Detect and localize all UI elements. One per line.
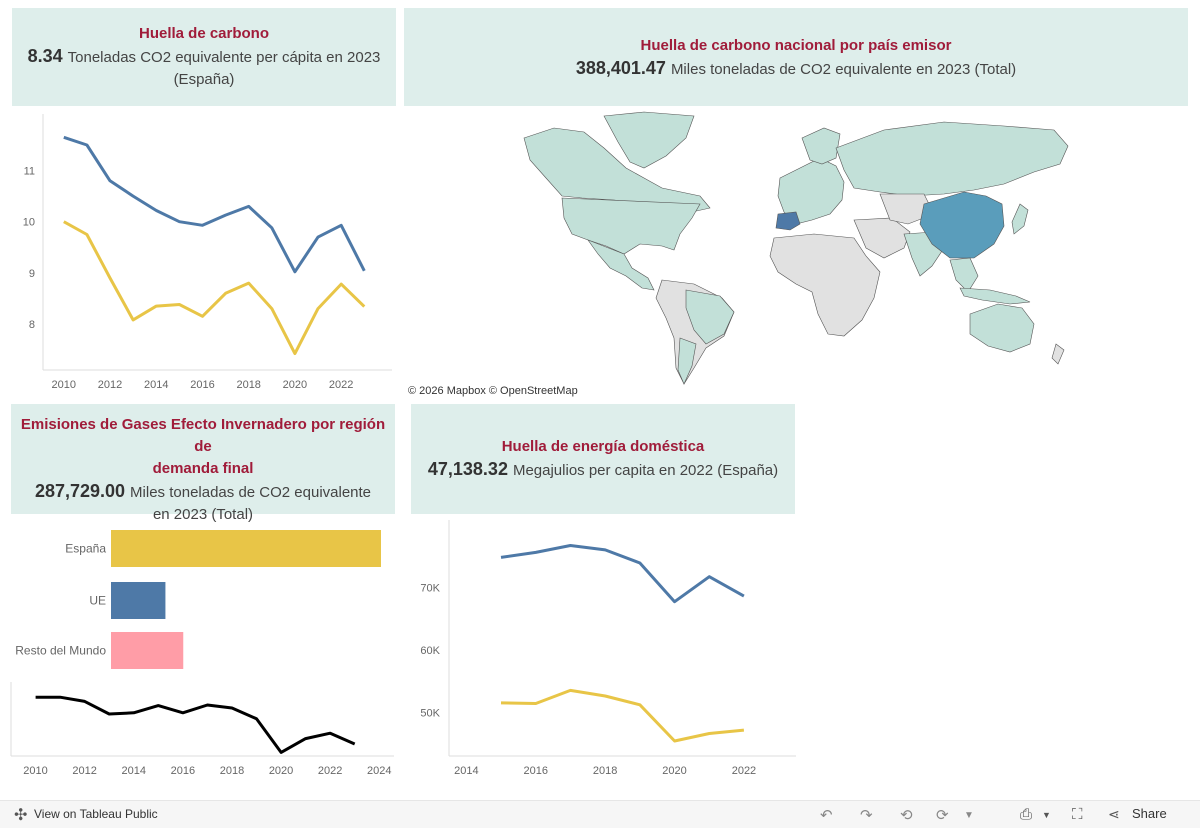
ghg-region-title-2: demanda final — [152, 460, 254, 477]
carbon-capita-value: 8.34 — [27, 46, 63, 66]
x-tick-label: 2020 — [283, 379, 307, 391]
map-japan[interactable] — [1011, 203, 1029, 235]
x-tick-label: 2014 — [454, 765, 478, 777]
map-canada[interactable] — [523, 127, 711, 213]
national-carbon-desc: Miles toneladas de CO2 equivalente en 20… — [670, 61, 1017, 78]
redo-icon[interactable]: ↷ — [860, 807, 873, 824]
fullscreen-icon[interactable]: ⛶ — [1072, 806, 1083, 823]
download-icon[interactable]: ⎙ — [1020, 806, 1033, 823]
carbon-capita-desc: Toneladas CO2 equivalente per cápita en … — [67, 49, 381, 66]
x-tick-label: 2020 — [269, 765, 293, 777]
map-china[interactable] — [919, 191, 1005, 259]
x-tick-label: 2018 — [220, 765, 244, 777]
y-tick-label: 11 — [24, 166, 35, 178]
download-dropdown-icon[interactable]: ▼ — [1042, 810, 1051, 820]
x-tick-label: 2018 — [236, 379, 260, 391]
series-line-0 — [63, 135, 366, 274]
y-tick-label: 70K — [420, 582, 440, 594]
energy-desc: Megajulios per capita en 2022 (España) — [512, 462, 779, 479]
bar-2 — [111, 632, 184, 669]
share-icon[interactable]: ⋖ — [1108, 806, 1120, 822]
x-tick-label: 2018 — [593, 765, 617, 777]
x-tick-label: 2010 — [52, 379, 76, 391]
carbon-capita-title: Huella de carbono — [138, 25, 270, 42]
x-tick-label: 2012 — [72, 765, 96, 777]
bar-label: Resto del Mundo — [15, 644, 106, 658]
national-carbon-title: Huella de carbono nacional por país emis… — [640, 37, 952, 54]
y-tick-label: 60K — [420, 645, 440, 657]
y-tick-label: 10 — [23, 217, 35, 229]
ghg-region-value: 287,729.00 — [34, 481, 126, 501]
ghg-trend-chart[interactable]: 2010 2012 2014 2016 2018 2020 2022 2024 — [0, 676, 400, 788]
x-tick-label: 2022 — [732, 765, 756, 777]
map-indonesia[interactable] — [959, 287, 1031, 305]
map-brazil[interactable] — [685, 289, 735, 345]
bar-label: UE — [89, 594, 106, 608]
tableau-logo-icon: ✣ — [14, 807, 28, 824]
series-line-1 — [500, 688, 745, 743]
view-on-tableau-link[interactable]: View on Tableau Public — [34, 807, 158, 821]
map-mexico[interactable] — [587, 239, 655, 291]
map-africa[interactable] — [769, 233, 881, 337]
map-scandinavia[interactable] — [801, 127, 841, 165]
map-australia[interactable] — [969, 303, 1035, 353]
map-attribution[interactable]: © 2026 Mapbox © OpenStreetMap — [408, 385, 578, 397]
x-tick-label: 2016 — [171, 765, 195, 777]
ghg-region-header: Emisiones de Gases Efecto Invernadero po… — [11, 404, 395, 523]
revert-icon[interactable]: ⟲ — [900, 807, 913, 824]
national-carbon-value: 388,401.47 — [575, 58, 666, 78]
tableau-footer: ✣ View on Tableau Public ↶ ↷ ⟲ ⟳ ▼ ⎙ ▼ ⛶… — [0, 800, 1200, 828]
refresh-icon[interactable]: ⟳ — [936, 807, 949, 824]
map-se-asia[interactable] — [949, 257, 979, 293]
x-tick-label: 2020 — [662, 765, 686, 777]
x-tick-label: 2014 — [122, 765, 146, 777]
ghg-region-bars[interactable]: España UE Resto del Mundo — [0, 518, 400, 678]
energy-value: 47,138.32 — [427, 459, 508, 479]
energy-title: Huella de energía doméstica — [501, 438, 705, 455]
map-argentina[interactable] — [677, 337, 697, 385]
pause-dropdown-icon[interactable]: ▼ — [964, 810, 974, 821]
map-new-zealand[interactable] — [1051, 343, 1065, 365]
ghg-region-title: Emisiones de Gases Efecto Invernadero po… — [20, 416, 386, 455]
energy-chart[interactable]: 50K 60K 70K 2014 2016 2018 2020 2022 — [404, 518, 800, 788]
x-tick-label: 2014 — [144, 379, 168, 391]
bar-1 — [111, 582, 166, 619]
map-spain[interactable] — [775, 211, 801, 231]
y-tick-label: 50K — [420, 707, 440, 719]
x-tick-label: 2010 — [23, 765, 47, 777]
carbon-capita-header: Huella de carbono 8.34 Toneladas CO2 equi… — [12, 8, 396, 106]
x-tick-label: 2016 — [190, 379, 214, 391]
map-greenland[interactable] — [603, 111, 695, 169]
undo-icon[interactable]: ↶ — [820, 807, 833, 824]
national-carbon-header: Huella de carbono nacional por país emis… — [404, 8, 1188, 106]
x-tick-label: 2022 — [318, 765, 342, 777]
ghg-region-desc: Miles toneladas de CO2 equivalente — [130, 484, 372, 501]
energy-header: Huella de energía doméstica 47,138.32 Meg… — [411, 404, 795, 514]
carbon-capita-desc-2: (España) — [173, 71, 235, 88]
bar-0 — [111, 530, 381, 567]
ghg-region-desc-2: en 2023 (Total) — [152, 506, 254, 523]
x-tick-label: 2012 — [98, 379, 122, 391]
map-usa[interactable] — [561, 197, 701, 255]
x-tick-label: 2016 — [524, 765, 548, 777]
series-line-1 — [63, 220, 366, 356]
x-tick-label: 2022 — [329, 379, 353, 391]
series-line-0 — [35, 695, 356, 754]
world-map[interactable] — [404, 108, 1188, 388]
share-button[interactable]: Share — [1132, 806, 1167, 821]
y-tick-label: 8 — [29, 319, 35, 331]
map-russia[interactable] — [835, 121, 1069, 197]
y-tick-label: 9 — [29, 268, 35, 280]
series-line-0 — [500, 544, 745, 604]
carbon-capita-chart[interactable]: 8 9 10 11 2010 2012 2014 2016 2018 2020 2022 — [0, 108, 400, 398]
bar-label: España — [65, 542, 106, 556]
x-tick-label: 2024 — [367, 765, 391, 777]
